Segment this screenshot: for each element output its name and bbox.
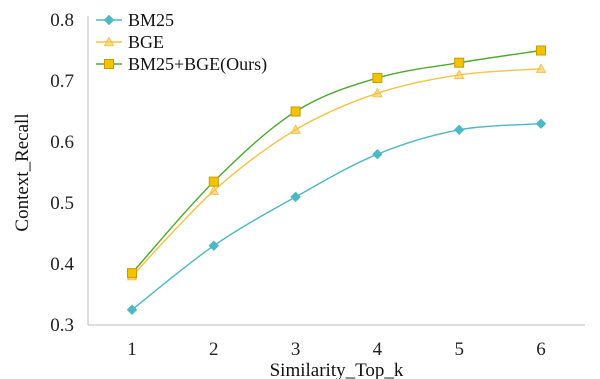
data-point [290,106,301,117]
axes [87,16,585,326]
data-point [453,124,465,136]
data-point [372,72,383,83]
data-point [453,69,465,79]
legend-item: BM25+BGE(Ours) [96,54,267,75]
x-tick-label: 3 [291,339,301,360]
y-tick-label: 0.4 [50,254,74,275]
y-tick-label: 0.7 [50,71,74,92]
series-line [131,123,542,311]
data-point [290,124,301,134]
x-tick-label: 5 [454,339,464,360]
x-tick-labels: 1 2 3 4 5 6 [127,339,546,360]
data-point [535,63,547,73]
y-tick-label: 0.8 [50,10,74,31]
legend-marker [103,14,115,26]
y-tick-labels: 0.3 0.4 0.5 0.6 0.7 0.8 [50,10,74,336]
series-line [131,49,542,274]
legend-marker [104,59,114,69]
x-tick-label: 6 [536,339,546,360]
x-axis-title: Similarity_Top_k [270,360,404,379]
series-layer [126,45,547,315]
x-tick-label: 1 [127,339,137,360]
legend-item: BM25 [96,10,174,30]
y-tick-label: 0.3 [50,315,74,336]
y-axis-title: Context_Recall [12,113,33,231]
legend-label: BM25 [128,10,174,30]
x-tick-label: 2 [209,339,219,360]
series-3 [127,45,546,279]
data-point [208,240,220,251]
data-point [372,87,383,98]
data-point [454,57,465,68]
legend-label: BGE [128,32,164,52]
data-point [535,118,547,129]
legend-label: BM25+BGE(Ours) [128,54,267,75]
y-tick-label: 0.6 [50,132,74,153]
data-point [126,304,138,315]
x-tick-label: 4 [373,339,383,360]
series-2 [126,63,547,281]
series-line [131,68,542,277]
legend-marker [103,36,115,47]
data-point [536,45,546,56]
data-point [372,148,383,160]
series-1 [126,118,547,315]
y-tick-label: 0.5 [50,193,74,214]
data-point [127,268,137,279]
data-point [208,185,220,195]
data-point [290,191,301,203]
data-point [208,176,219,187]
legend-item: BGE [96,32,164,52]
